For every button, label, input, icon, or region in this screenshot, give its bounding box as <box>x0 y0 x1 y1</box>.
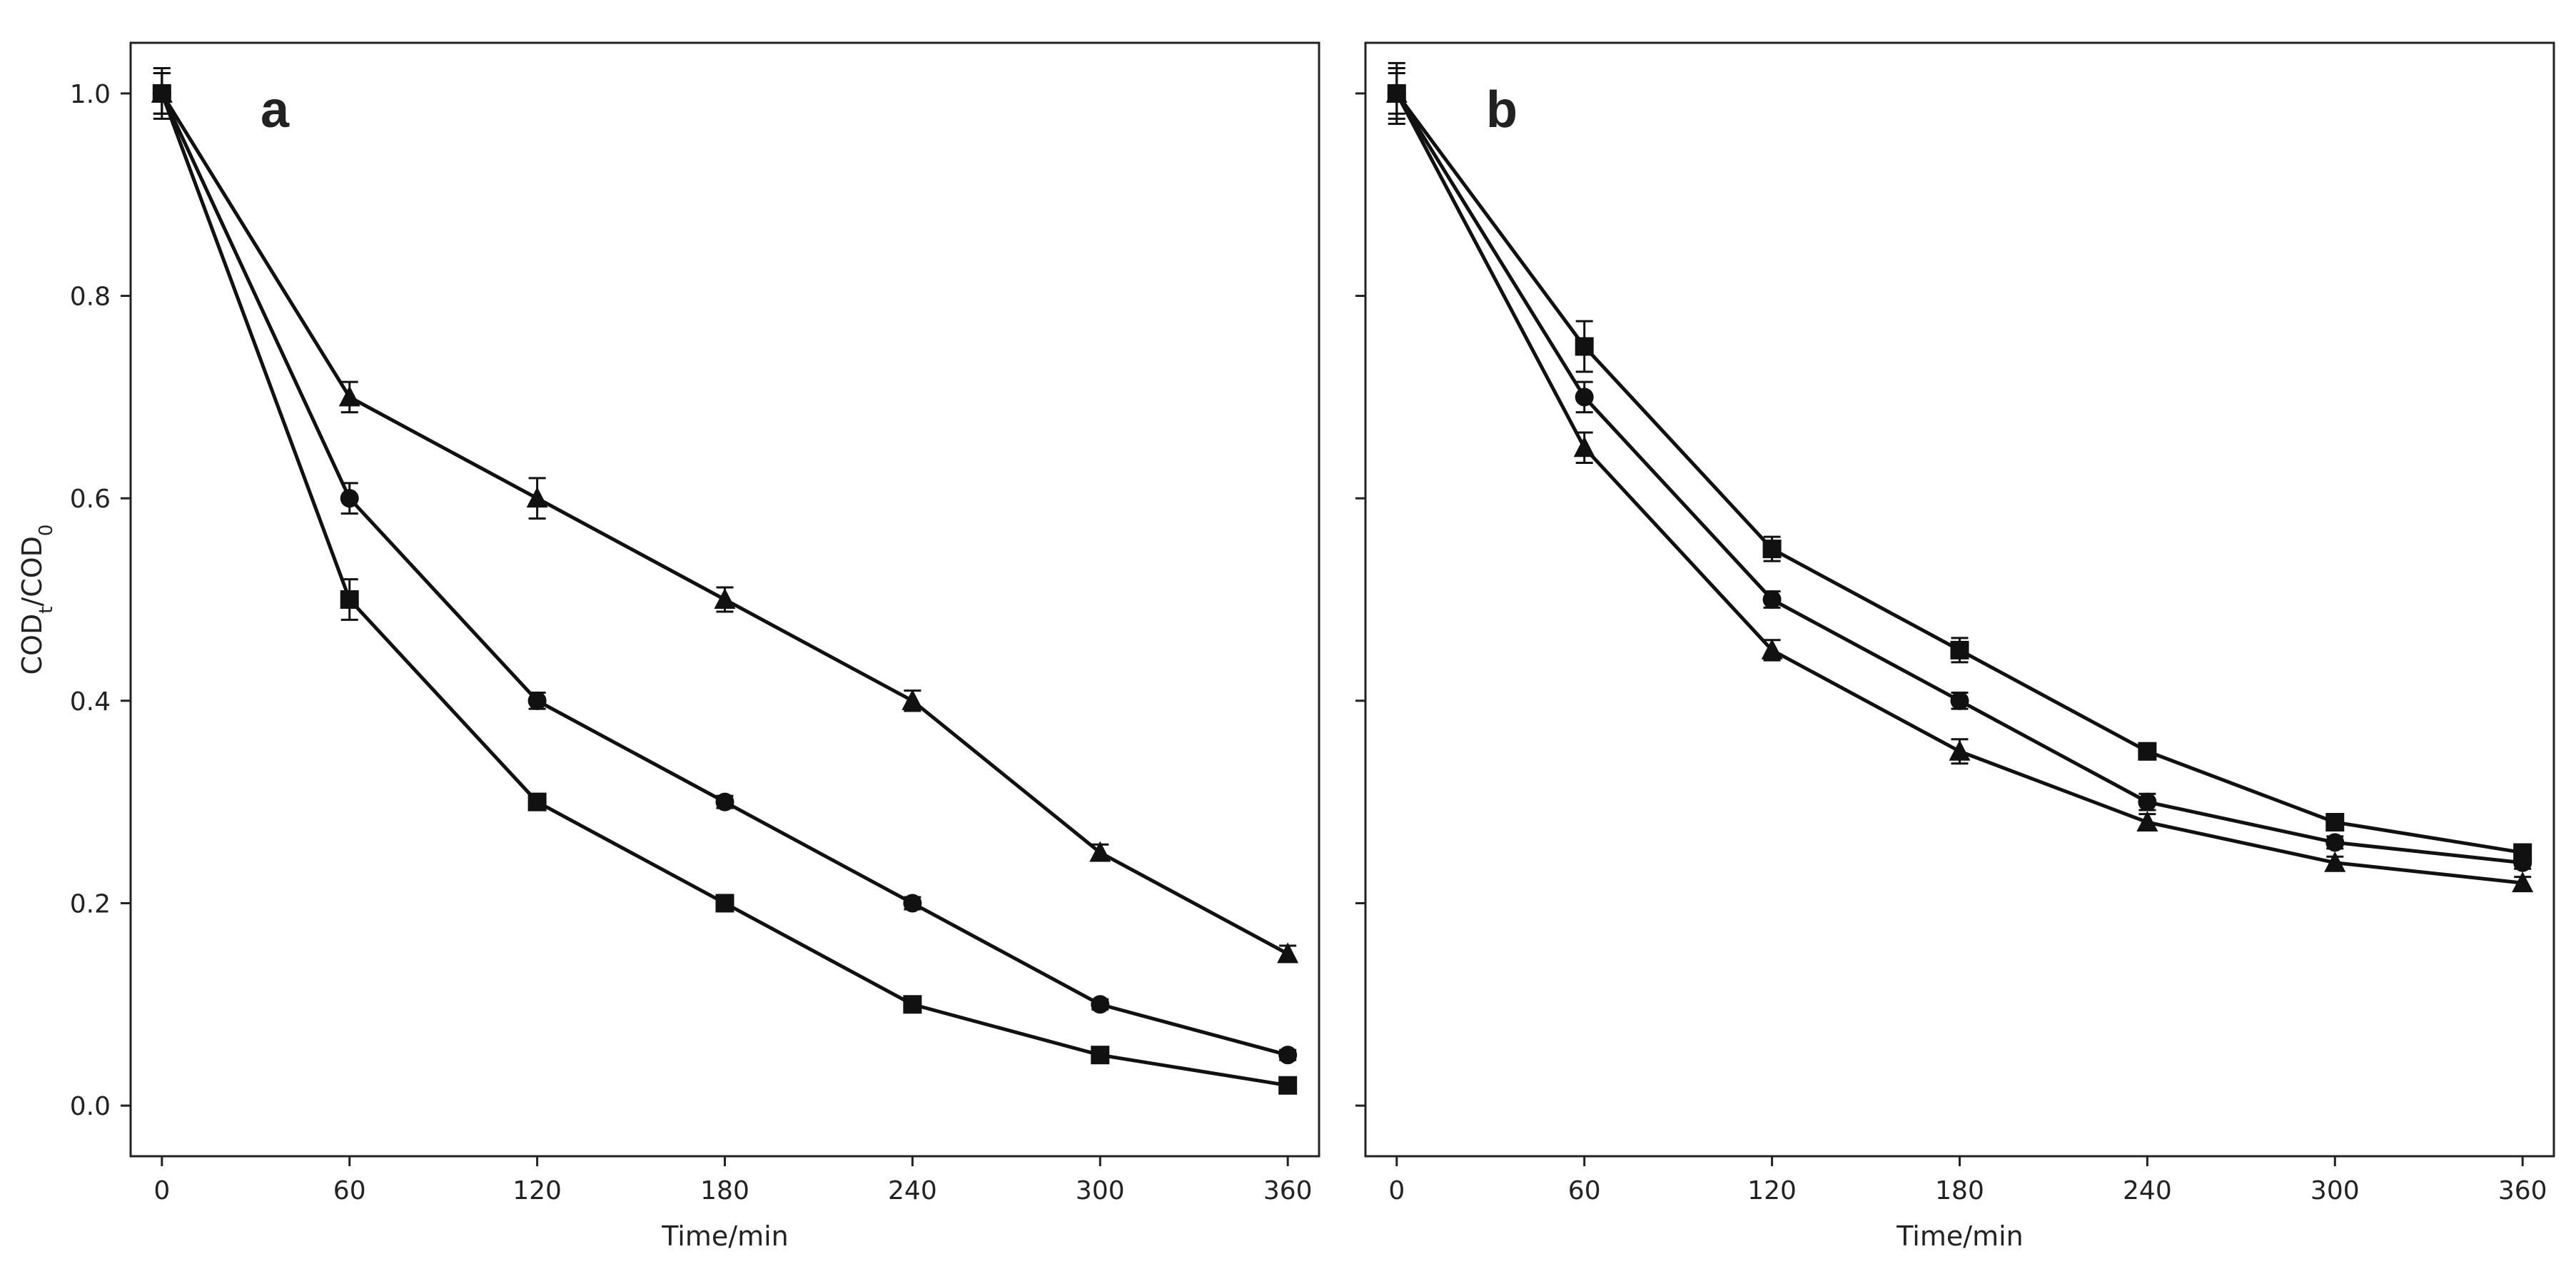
x-tick-label: 0 <box>153 1176 170 1205</box>
data-point-triangle <box>2136 811 2158 831</box>
panel-a-label: a <box>261 81 290 138</box>
data-point-circle <box>1278 1046 1298 1065</box>
data-point-square <box>1950 640 1969 659</box>
x-tick-label: 240 <box>2123 1176 2172 1205</box>
series-triangle <box>151 72 1299 964</box>
data-point-circle <box>903 894 922 913</box>
panel-a-x-axis-label: Time/min <box>661 1220 788 1252</box>
x-tick-label: 180 <box>700 1176 749 1205</box>
x-tick-label: 240 <box>888 1176 937 1205</box>
data-point-triangle <box>1573 436 1595 457</box>
x-tick-label: 180 <box>1935 1176 1984 1205</box>
data-point-triangle <box>714 588 736 609</box>
panel-a-y-ticks: 0.0 0.2 0.4 0.6 0.8 1.0 <box>70 80 131 1121</box>
panel-a-x-ticks: 0 60 120 180 240 300 360 <box>153 1156 1313 1205</box>
panel-a-y-axis-label: CODt/COD0 <box>16 525 57 675</box>
data-point-triangle <box>2324 851 2346 872</box>
data-point-square <box>1762 540 1782 559</box>
x-tick-label: 120 <box>512 1176 562 1205</box>
data-point-square <box>2325 813 2345 831</box>
data-point-triangle <box>1089 841 1111 862</box>
y-tick-label: 0.6 <box>70 485 111 514</box>
x-tick-label: 300 <box>2310 1176 2360 1205</box>
data-point-square <box>715 894 734 913</box>
data-point-triangle <box>1949 739 1971 761</box>
data-point-square <box>903 995 922 1014</box>
y-tick-label: 1.0 <box>70 80 111 109</box>
data-point-circle <box>1575 388 1594 407</box>
panel-b-x-ticks: 0 60 120 180 240 300 360 <box>1388 1156 2547 1205</box>
y-tick-label: 0.4 <box>70 687 111 717</box>
data-point-circle <box>2325 833 2345 852</box>
x-tick-label: 60 <box>333 1176 366 1205</box>
data-point-triangle <box>338 385 360 407</box>
series-circle <box>1387 66 2532 872</box>
panel-b: b Time/min 0 60 120 180 240 300 360 <box>1355 41 2555 1252</box>
data-point-circle <box>1762 590 1782 609</box>
x-tick-label: 300 <box>1076 1176 1125 1205</box>
data-point-square <box>340 590 359 609</box>
series-circle <box>152 72 1298 1065</box>
y-tick-label: 0.0 <box>70 1092 111 1121</box>
data-point-circle <box>2513 853 2532 872</box>
data-point-triangle <box>2512 871 2534 893</box>
series-triangle <box>1385 72 2534 893</box>
data-point-circle <box>340 489 359 508</box>
data-point-square <box>2138 742 2157 761</box>
data-point-triangle <box>1761 638 1783 659</box>
panel-a: a Time/min CODt/COD0 0 60 120 180 240 300 360 … <box>16 41 1320 1252</box>
data-point-circle <box>1091 995 1110 1014</box>
data-point-triangle <box>1277 942 1299 964</box>
series-line <box>160 92 1289 956</box>
y-tick-label: 0.8 <box>70 283 111 312</box>
data-point-circle <box>715 792 734 812</box>
data-point-square <box>1575 337 1594 356</box>
data-point-circle <box>1950 691 1969 710</box>
y-tick-label: 0.2 <box>70 889 111 919</box>
panel-b-series <box>1385 61 2534 893</box>
panel-b-x-axis-label: Time/min <box>1896 1220 2023 1252</box>
panel-b-label: b <box>1486 81 1517 138</box>
data-point-square <box>1091 1046 1110 1065</box>
data-point-square <box>527 792 547 812</box>
data-point-circle <box>2138 792 2157 812</box>
x-tick-label: 0 <box>1388 1176 1405 1205</box>
panel-a-series <box>151 66 1299 1095</box>
data-point-triangle <box>526 487 548 508</box>
x-tick-label: 360 <box>1263 1176 1313 1205</box>
x-tick-label: 60 <box>1568 1176 1601 1205</box>
series-square <box>152 66 1298 1095</box>
x-tick-label: 120 <box>1747 1176 1797 1205</box>
x-tick-label: 360 <box>2498 1176 2547 1205</box>
data-point-circle <box>527 691 547 710</box>
data-point-square <box>152 84 171 103</box>
data-point-triangle <box>901 689 924 710</box>
panel-b-y-ticks <box>1355 92 1365 1107</box>
panel-b-frame <box>1364 41 2555 1158</box>
data-point-triangle <box>1385 81 1408 103</box>
data-point-square <box>1278 1076 1298 1095</box>
